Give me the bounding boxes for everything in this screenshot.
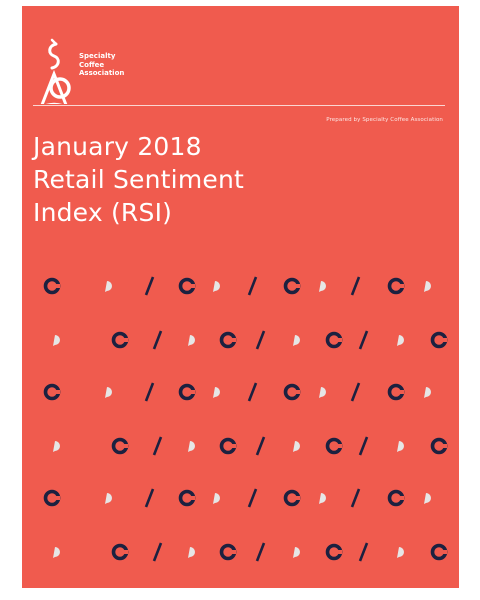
ring-icon — [219, 543, 237, 561]
drop-icon — [397, 335, 404, 346]
drop-icon — [397, 441, 404, 452]
slash-icon — [152, 542, 163, 562]
title-line-1: January 2018 — [33, 132, 202, 161]
slash-icon — [358, 542, 369, 562]
slash-icon — [247, 488, 258, 508]
slash-icon — [247, 382, 258, 402]
ring-icon — [430, 437, 448, 455]
drop-icon — [188, 335, 195, 346]
slash-icon — [152, 436, 163, 456]
drop-icon — [319, 281, 326, 292]
drop-icon — [293, 441, 300, 452]
drop-icon — [424, 493, 431, 504]
ring-icon — [178, 489, 196, 507]
slash-icon — [350, 382, 361, 402]
ring-icon — [325, 543, 343, 561]
drop-icon — [105, 281, 112, 292]
report-title: January 2018 Retail Sentiment Index (RSI… — [33, 130, 244, 229]
slash-icon — [144, 382, 155, 402]
header-divider — [33, 105, 445, 106]
report-cover: Specialty Coffee Association Prepared by S… — [22, 6, 459, 588]
drop-icon — [105, 493, 112, 504]
drop-icon — [53, 547, 60, 558]
ring-icon — [387, 383, 405, 401]
ring-icon — [283, 383, 301, 401]
slash-icon — [358, 436, 369, 456]
ring-icon — [325, 331, 343, 349]
ring-icon — [387, 277, 405, 295]
drop-icon — [105, 387, 112, 398]
ring-icon — [430, 543, 448, 561]
icon-pattern — [43, 276, 448, 562]
title-line-2: Retail Sentiment — [33, 165, 245, 194]
prepared-by-text: Prepared by Specialty Coffee Association — [326, 117, 443, 123]
sca-logo: Specialty Coffee Association — [34, 24, 154, 104]
drop-icon — [213, 493, 220, 504]
ring-icon — [219, 331, 237, 349]
ring-icon — [111, 437, 129, 455]
drop-icon — [188, 547, 195, 558]
slash-icon — [144, 488, 155, 508]
slash-icon — [255, 436, 266, 456]
ring-icon — [325, 437, 343, 455]
slash-icon — [350, 276, 361, 296]
drop-icon — [188, 441, 195, 452]
drop-icon — [53, 335, 60, 346]
ring-icon — [111, 331, 129, 349]
drop-icon — [293, 547, 300, 558]
slash-icon — [358, 330, 369, 350]
slash-icon — [144, 276, 155, 296]
slash-icon — [255, 542, 266, 562]
drop-icon — [53, 441, 60, 452]
sca-logo-icon — [40, 38, 71, 104]
ring-icon — [43, 277, 61, 295]
ring-icon — [178, 383, 196, 401]
ring-icon — [111, 543, 129, 561]
ring-icon — [43, 383, 61, 401]
drop-icon — [424, 387, 431, 398]
ring-icon — [178, 277, 196, 295]
ring-icon — [430, 331, 448, 349]
title-line-3: Index (RSI) — [33, 198, 173, 227]
drop-icon — [293, 335, 300, 346]
ring-icon — [387, 489, 405, 507]
ring-icon — [219, 437, 237, 455]
drop-icon — [424, 281, 431, 292]
drop-icon — [213, 281, 220, 292]
drop-icon — [319, 387, 326, 398]
drop-icon — [213, 387, 220, 398]
drop-icon — [397, 547, 404, 558]
slash-icon — [247, 276, 258, 296]
slash-icon — [350, 488, 361, 508]
ring-icon — [283, 277, 301, 295]
slash-icon — [255, 330, 266, 350]
slash-icon — [152, 330, 163, 350]
organization-name: Specialty Coffee Association — [79, 52, 125, 77]
ring-icon — [43, 489, 61, 507]
drop-icon — [319, 493, 326, 504]
ring-icon — [283, 489, 301, 507]
